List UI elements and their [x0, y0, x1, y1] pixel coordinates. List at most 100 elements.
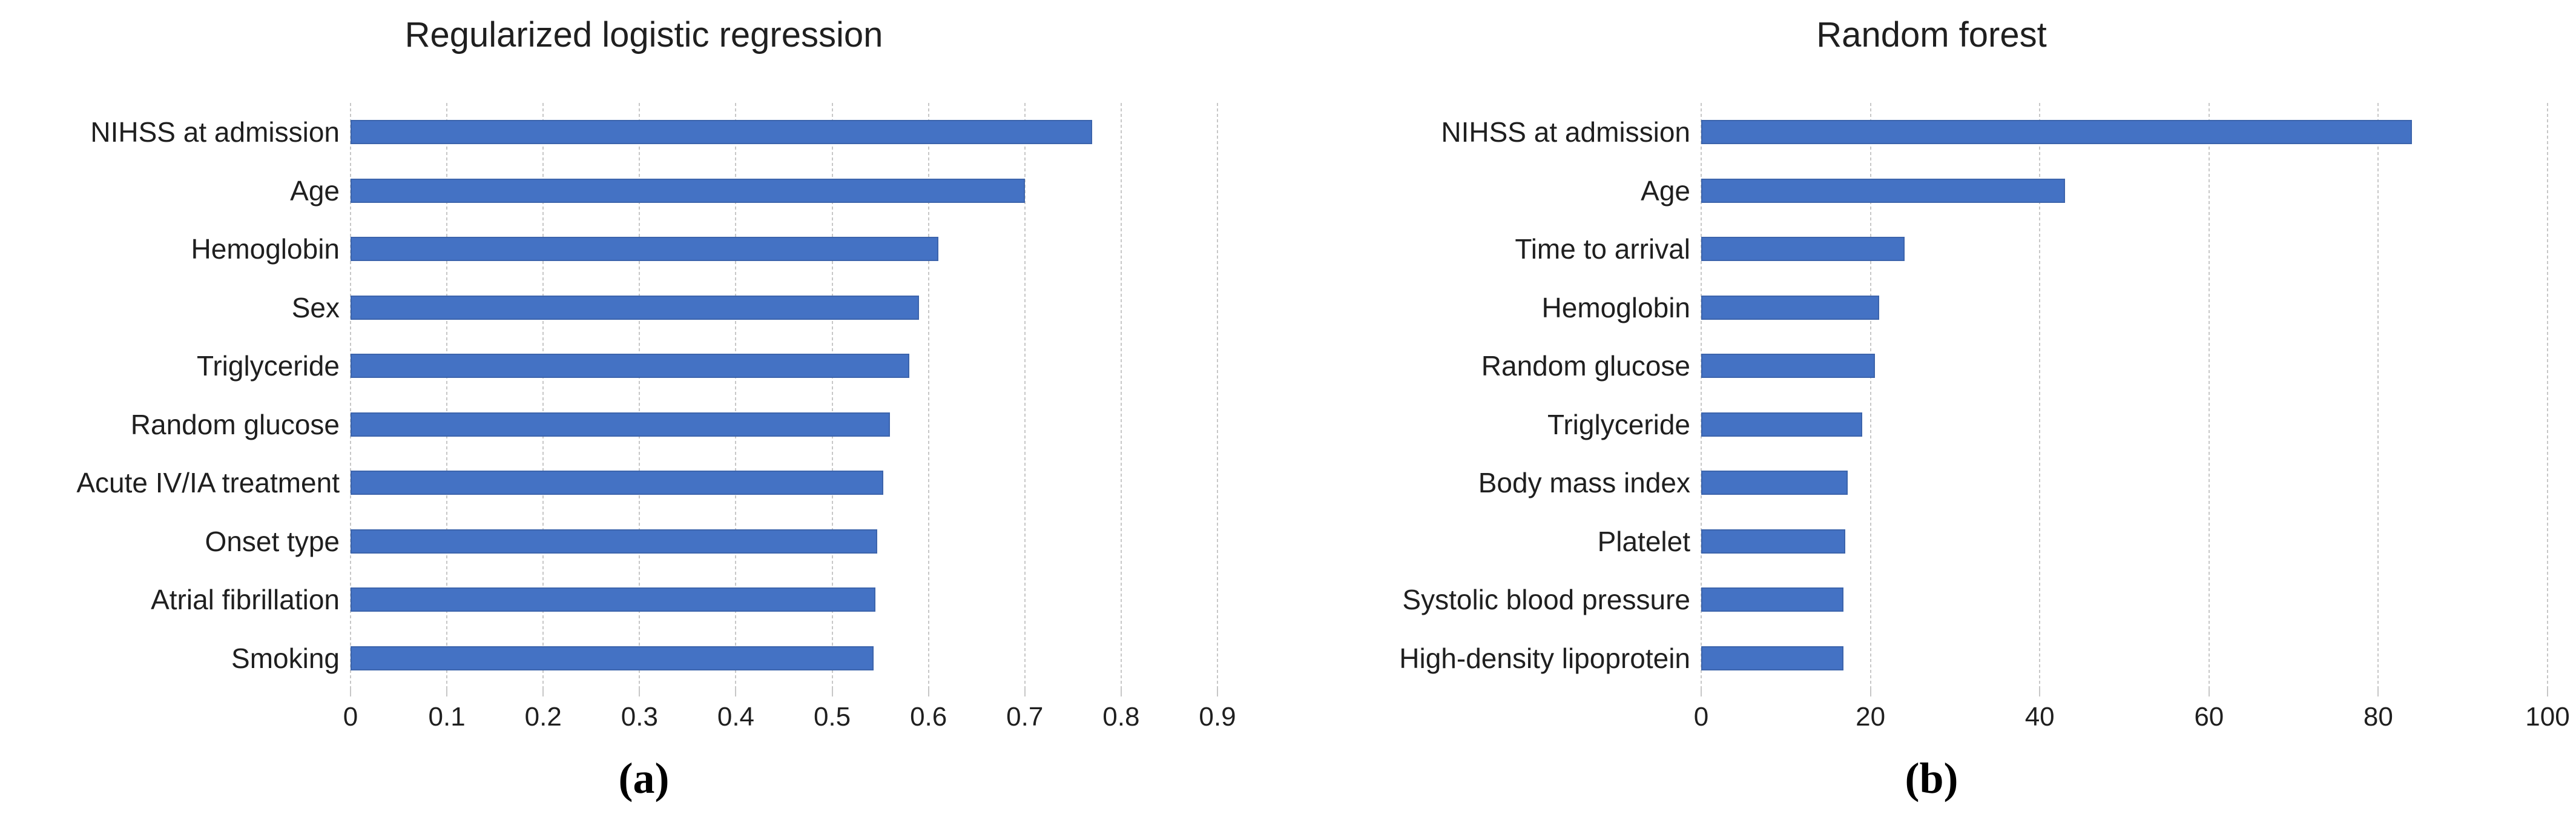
x-tick-mark	[2208, 687, 2210, 696]
figure-caption-a: (a)	[618, 754, 670, 802]
category-label: Random glucose	[1481, 350, 1690, 382]
bar-row: Acute IV/IA treatment	[0, 454, 1288, 512]
x-tick-mark	[1701, 687, 1702, 696]
category-label: Smoking	[231, 642, 340, 674]
x-tick-label: 0.5	[813, 702, 851, 732]
category-label: Triglyceride	[196, 350, 340, 382]
gridline	[1120, 103, 1122, 687]
bar-track	[351, 395, 1217, 454]
bar-track	[1701, 279, 2548, 337]
gridline	[446, 103, 448, 687]
bar-track	[1701, 454, 2548, 512]
bar-row: Triglyceride	[0, 337, 1288, 395]
bar	[351, 354, 909, 379]
x-tick-label: 100	[2525, 702, 2570, 732]
bar-row: Hemoglobin	[0, 220, 1288, 279]
bar-row: Age	[1288, 162, 2575, 220]
gridline	[639, 103, 641, 687]
x-axis: 0 0.1 0.2 0.3 0.4 0.5 0.6 0.7 0.8 0.9	[343, 687, 1236, 742]
x-tick-mark	[350, 687, 351, 696]
x-tick-label: 80	[2363, 702, 2393, 732]
bar	[1701, 587, 1843, 612]
category-label: Hemoglobin	[191, 233, 340, 265]
x-tick-label: 0	[343, 702, 358, 732]
bar	[351, 412, 891, 437]
category-label: NIHSS at admission	[90, 116, 340, 148]
category-label: Acute IV/IA treatment	[76, 467, 340, 499]
category-label: Body mass index	[1478, 467, 1690, 499]
x-tick-mark	[2377, 687, 2379, 696]
x-tick-mark	[1869, 687, 1871, 696]
x-tick-mark	[2547, 687, 2548, 696]
category-label: High-density lipoprotein	[1399, 642, 1690, 674]
bar-track	[351, 162, 1217, 220]
chart-title: Regularized logistic regression	[404, 15, 883, 55]
bar	[351, 471, 883, 495]
chart-title: Random forest	[1816, 15, 2047, 55]
category-label: Age	[290, 174, 340, 207]
bar	[1701, 412, 1862, 437]
gridline	[1701, 103, 1702, 687]
x-tick-mark	[542, 687, 544, 696]
gridline	[831, 103, 833, 687]
x-tick-mark	[735, 687, 737, 696]
x-tick-label: 0.7	[1006, 702, 1044, 732]
bar	[1701, 237, 1905, 262]
gridline	[735, 103, 737, 687]
gridline	[927, 103, 929, 687]
x-axis: 0 20 40 60 80 100	[1694, 687, 2570, 742]
gridline	[2377, 103, 2379, 687]
bar	[1701, 646, 1843, 670]
bar	[351, 120, 1093, 145]
bar-track	[351, 512, 1217, 571]
bar	[1701, 120, 2413, 145]
x-tick-label: 0.2	[524, 702, 562, 732]
category-label: Platelet	[1597, 525, 1690, 557]
bar-row: Platelet	[1288, 512, 2575, 571]
bar-row: Systolic blood pressure	[1288, 571, 2575, 629]
bar	[351, 178, 1025, 203]
category-label: Random glucose	[130, 408, 340, 440]
figure-caption-b: (b)	[1905, 754, 1958, 802]
bar-row: Onset type	[0, 512, 1288, 571]
bar-row: Atrial fibrillation	[0, 571, 1288, 629]
bar-track	[1701, 162, 2548, 220]
bar-track	[351, 103, 1217, 162]
bar-track	[351, 337, 1217, 395]
bar-row: High-density lipoprotein	[1288, 629, 2575, 688]
bar-track	[351, 571, 1217, 629]
bar-row: Time to arrival	[1288, 220, 2575, 279]
bar-row: Triglyceride	[1288, 395, 2575, 454]
x-tick-label: 20	[1856, 702, 1886, 732]
category-label: Onset type	[205, 525, 340, 557]
bar	[351, 646, 874, 670]
gridline	[542, 103, 544, 687]
bar-row: NIHSS at admission	[1288, 103, 2575, 162]
bar-track	[351, 454, 1217, 512]
gridline	[2039, 103, 2041, 687]
plot-area	[350, 103, 1218, 687]
bar	[351, 529, 878, 554]
category-label: Systolic blood pressure	[1402, 584, 1690, 616]
bar-track	[1701, 512, 2548, 571]
x-tick-label: 0.9	[1199, 702, 1236, 732]
gridline	[1024, 103, 1026, 687]
x-tick-mark	[927, 687, 929, 696]
bar	[1701, 529, 1845, 554]
x-tick-label: 0.6	[910, 702, 947, 732]
bar	[351, 295, 919, 320]
bar-row: Smoking	[0, 629, 1288, 688]
bar	[1701, 178, 2066, 203]
chart-regularized-logistic-regression: Regularized logistic regression NIHSS at…	[0, 15, 1288, 802]
bar	[1701, 354, 1875, 379]
bar-track	[1701, 571, 2548, 629]
category-label: Time to arrival	[1515, 233, 1690, 265]
x-tick-label: 40	[2024, 702, 2055, 732]
bar-track	[351, 279, 1217, 337]
bar-track	[1701, 220, 2548, 279]
x-tick-label: 0.1	[428, 702, 466, 732]
x-tick-label: 0	[1693, 702, 1709, 732]
x-tick-label: 0.8	[1102, 702, 1140, 732]
x-tick-label: 60	[2194, 702, 2224, 732]
